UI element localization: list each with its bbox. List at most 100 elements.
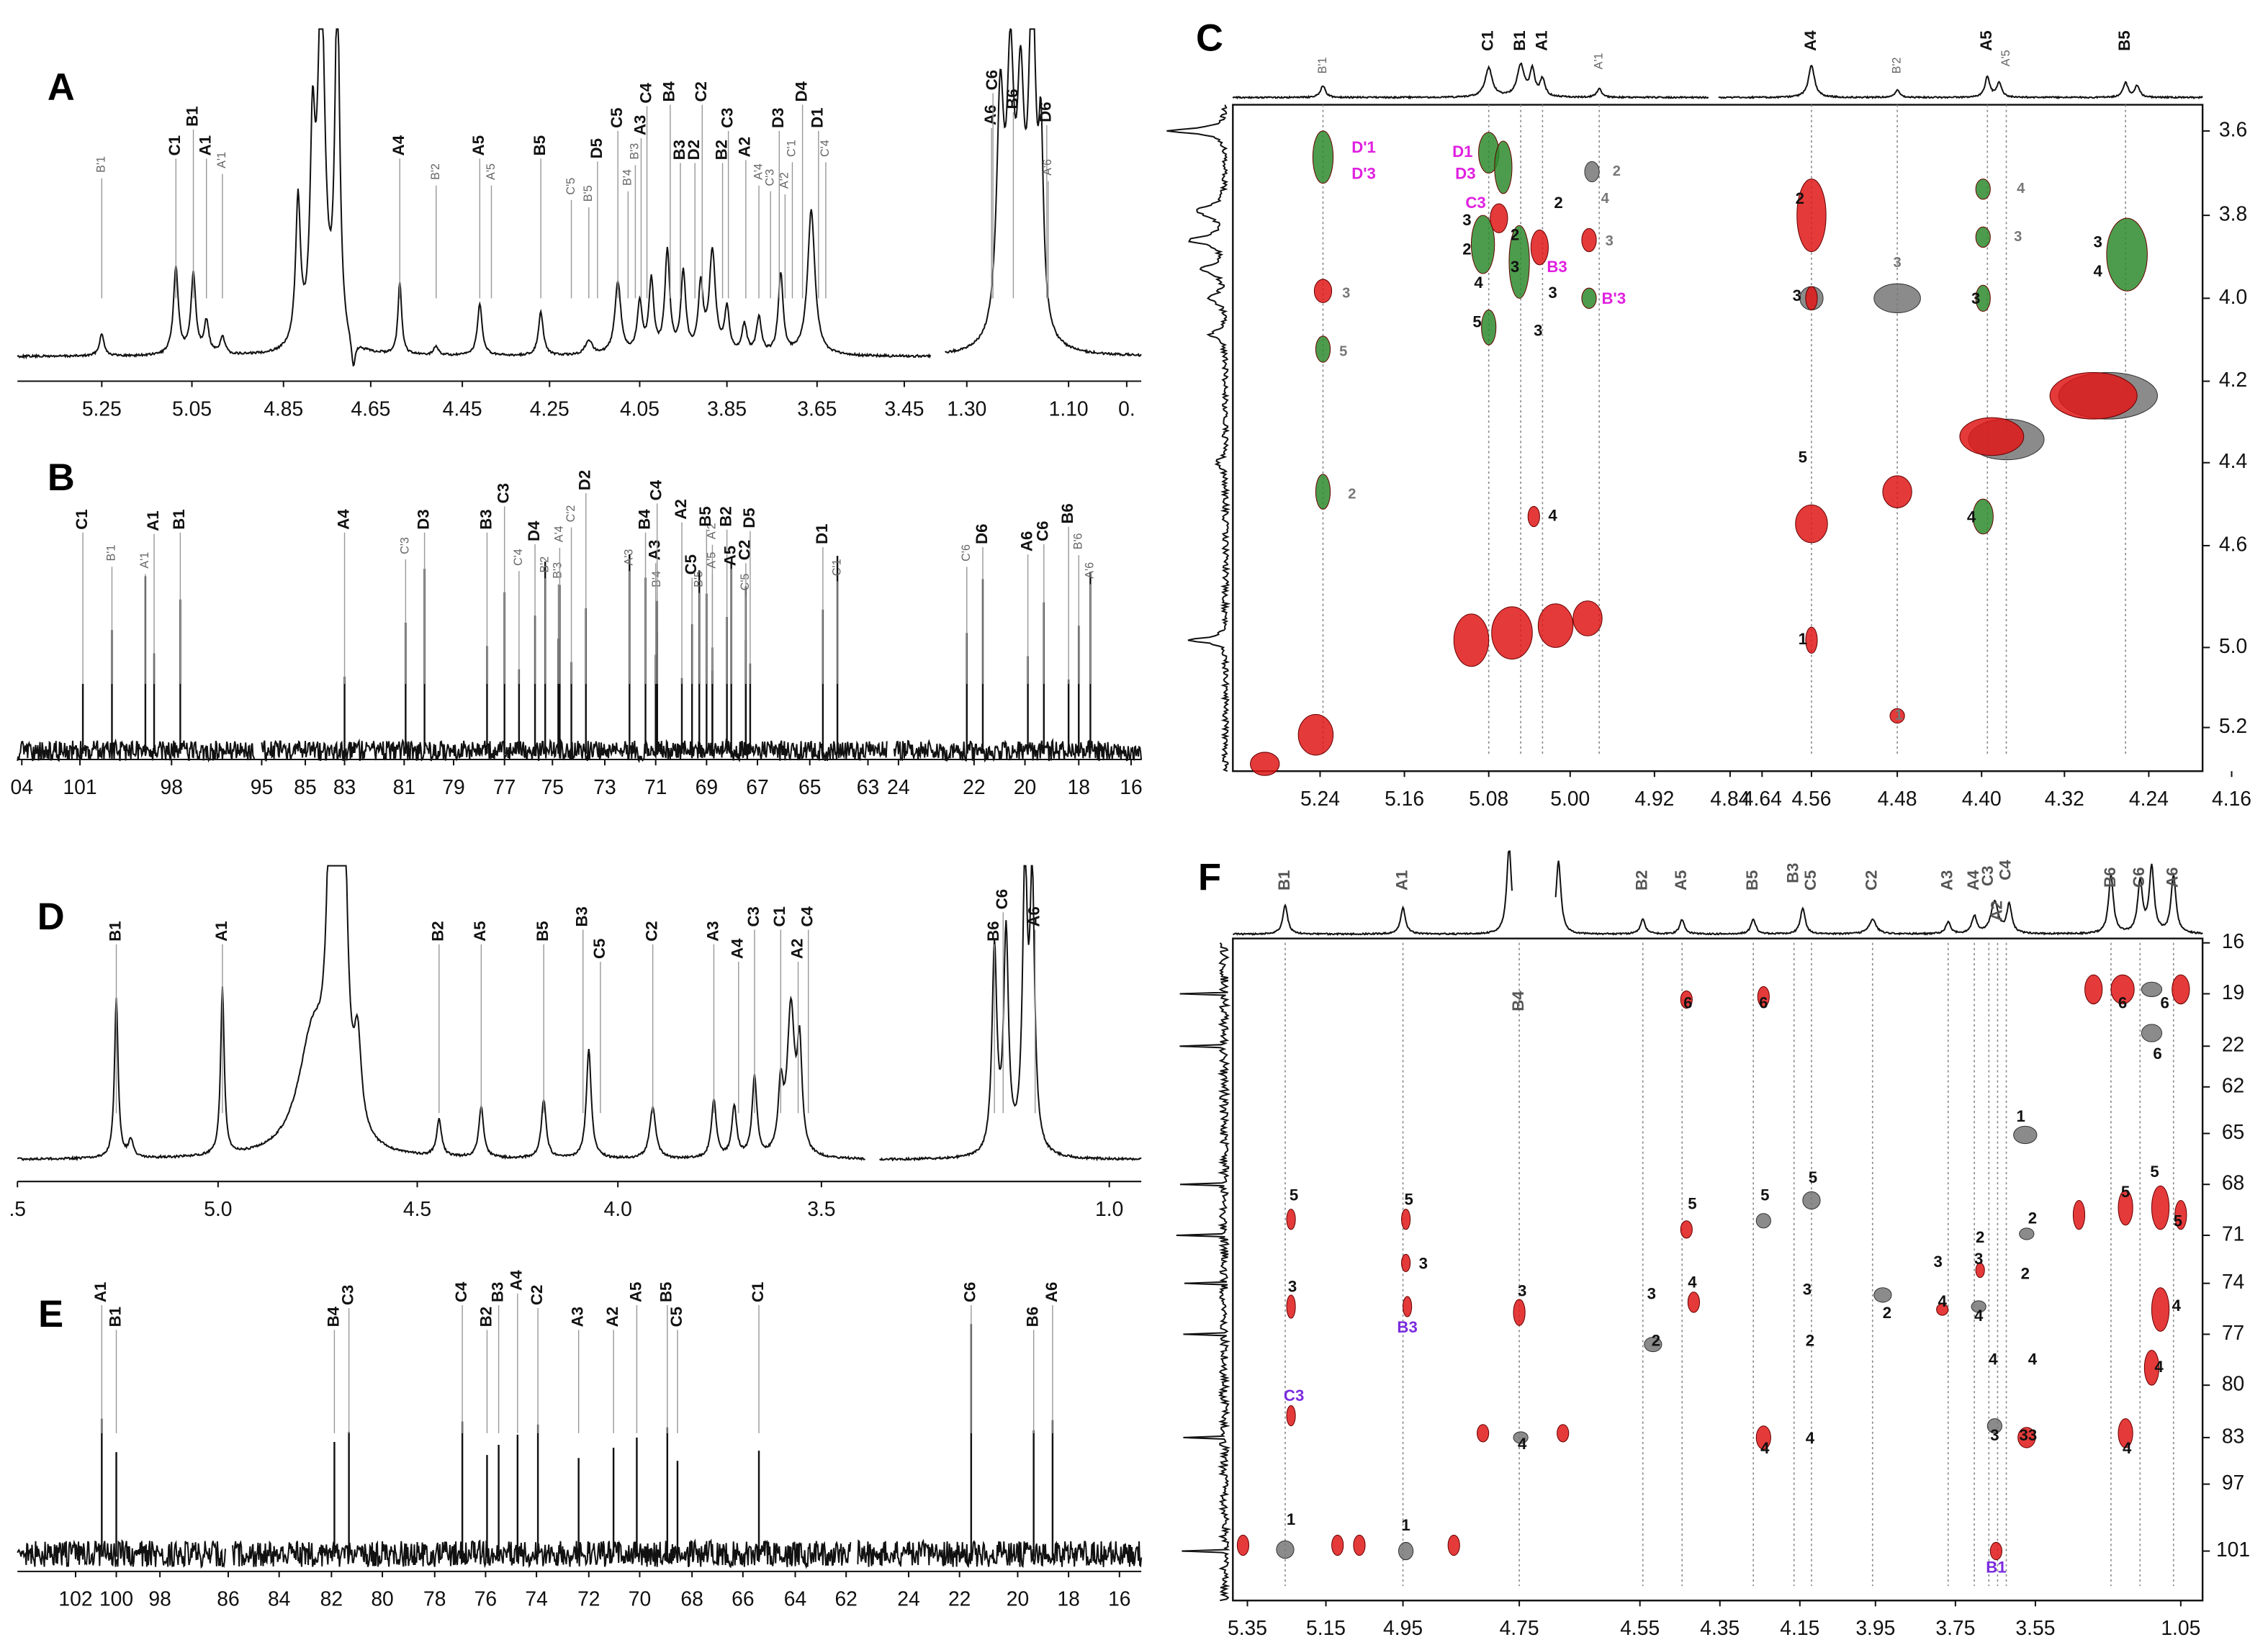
x-tick-label: 4.32 (2045, 787, 2084, 810)
peak-label: C1 (1479, 30, 1497, 50)
x-tick-label: 3.95 (1855, 1616, 1895, 1639)
peak-label: A4 (334, 509, 352, 530)
y-tick-label: 3.8 (2219, 202, 2247, 225)
peak-label: A1 (1532, 30, 1550, 50)
cross-peak (2143, 1350, 2160, 1386)
peak-label: C5 (608, 108, 626, 128)
x-tick-label: 4.92 (1634, 787, 1674, 810)
cross-peak-label: 1 (1401, 1516, 1410, 1534)
cross-peak-label: 3 (1803, 1281, 1812, 1299)
noise-trace (17, 1538, 226, 1569)
side-trace (1176, 942, 1232, 1602)
peak-label: A1 (197, 135, 215, 155)
cross-peak-label: 5 (1404, 1190, 1413, 1208)
y-tick-label: 3.6 (2219, 117, 2247, 140)
panel-letter: A (48, 66, 75, 109)
cross-peak-label: 2 (1613, 163, 1621, 179)
peak-label: C5 (1801, 870, 1819, 891)
peak-label: B'4 (621, 169, 634, 186)
y-tick-label: 71 (2222, 1222, 2244, 1245)
cross-peak-label: 3 (1647, 1285, 1656, 1303)
cross-peak (2141, 1024, 2163, 1042)
x-tick-label: 0. (1118, 397, 1135, 420)
cross-peak (1959, 417, 2025, 456)
peak-label: D3 (769, 108, 787, 128)
cross-peak-label: 3 (2014, 229, 2022, 245)
cross-peak-label: 5 (2150, 1163, 2159, 1181)
cross-peak-label: 3 (1518, 1282, 1526, 1300)
cross-peak-label: C3 (1465, 194, 1485, 212)
cross-peak (2017, 1427, 2036, 1448)
peak-label: B'1 (105, 545, 118, 562)
cross-peak-label: 3 (1511, 258, 1519, 276)
y-tick-label: 4.6 (2219, 532, 2247, 555)
spectrum-trace (945, 27, 1142, 357)
peak-label: A6 (2164, 867, 2182, 888)
peak-label: B4 (324, 1306, 342, 1327)
peak-label: A1 (91, 1282, 109, 1302)
x-tick-label: 102 (58, 1587, 92, 1610)
cross-peak-label: 2 (1806, 1331, 1814, 1349)
cross-peak (1353, 1534, 1366, 1556)
peak-label: A'4 (752, 163, 765, 180)
cross-peak-label: 2 (1511, 225, 1519, 243)
cross-peak (1331, 1534, 1344, 1556)
peak-label: A2 (672, 499, 690, 519)
peak-label: B3 (477, 509, 495, 529)
cross-peak (1975, 226, 1991, 248)
peak-label: B3 (488, 1282, 506, 1302)
cross-peak (2084, 974, 2103, 1005)
x-tick-label: 4.24 (2129, 787, 2169, 810)
peak-label: A5 (626, 1282, 644, 1302)
cross-peak-label: 4 (1967, 508, 1976, 526)
cross-peak (1315, 335, 1331, 363)
cross-peak-label: 4 (1806, 1429, 1815, 1447)
spectrum-trace (1233, 850, 1513, 937)
plot-frame (1232, 104, 2204, 772)
cross-peak-label: 2 (1796, 189, 1804, 207)
panel-letter: B (48, 456, 75, 499)
peak-label: A'6 (1041, 159, 1054, 176)
cross-peak-label: 4 (2154, 1358, 2164, 1376)
peak-label: A3 (646, 540, 664, 560)
cross-peak-label: 2 (2028, 1209, 2037, 1227)
x-tick-label: 5.25 (82, 397, 122, 420)
peak-label: A4 (1801, 30, 1819, 51)
cross-peak-label: 6 (2118, 993, 2127, 1011)
peak-label: A6 (1025, 906, 1043, 927)
cross-peak-label: 3 (1548, 284, 1557, 302)
y-tick-label: 62 (2222, 1073, 2244, 1096)
peak-label: A5 (471, 921, 489, 941)
peak-label: D4 (525, 520, 543, 541)
peak-label: C'1 (786, 140, 798, 157)
peak-label: D2 (685, 140, 703, 160)
peak-label: A4 (508, 1270, 526, 1291)
cross-peak-label: 6 (1759, 993, 1768, 1011)
cross-peak-label: B3 (1547, 258, 1567, 276)
cross-peak (1557, 1424, 1570, 1443)
peak-label: B5 (534, 921, 552, 941)
cross-peak (1481, 310, 1497, 346)
peak-label: C6 (1034, 521, 1052, 541)
cross-peak (1687, 1291, 1700, 1313)
peak-label: C'1 (830, 559, 843, 576)
peak-label: B'1 (1316, 58, 1329, 74)
peak-label: C2 (643, 921, 661, 941)
x-tick-label: 68 (680, 1587, 703, 1610)
peak-label: B1 (1275, 870, 1293, 891)
cross-peak-label: 4 (1760, 1439, 1770, 1457)
cross-peak-label: 6 (2160, 993, 2169, 1011)
cross-peak-label: 4 (1548, 506, 1557, 524)
peak-label: C2 (1863, 870, 1881, 891)
y-tick-label: 101 (2216, 1538, 2250, 1561)
x-tick-label: 70 (629, 1587, 651, 1610)
peak-label: B1 (170, 509, 188, 529)
cross-peak (1250, 752, 1280, 776)
peak-label: A'5 (1999, 50, 2012, 66)
peak-label: C3 (744, 906, 762, 927)
peak-label: B6 (1003, 89, 1021, 109)
x-tick-label: 67 (746, 775, 768, 798)
panel-letter: F (1198, 857, 1221, 899)
x-tick-label: 4.0 (604, 1197, 632, 1220)
x-tick-label: 4.75 (1500, 1616, 1539, 1639)
